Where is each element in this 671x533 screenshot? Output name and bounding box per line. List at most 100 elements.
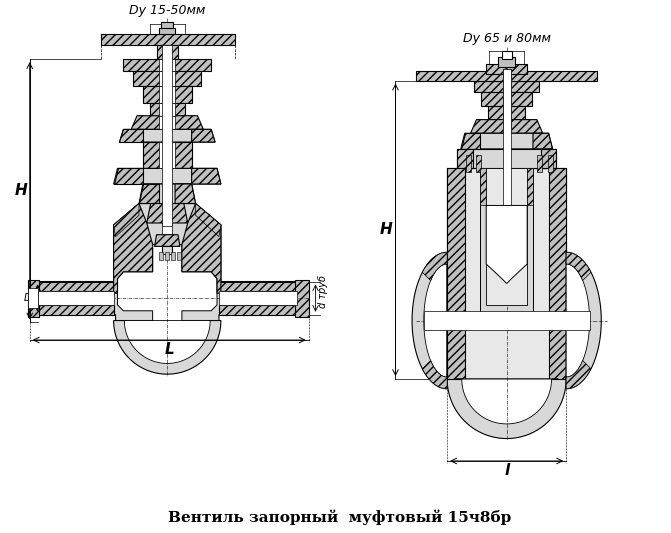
- Polygon shape: [131, 116, 203, 130]
- Polygon shape: [447, 168, 566, 379]
- Polygon shape: [113, 168, 221, 184]
- Polygon shape: [113, 204, 152, 293]
- Polygon shape: [455, 379, 558, 424]
- Polygon shape: [566, 252, 591, 280]
- Bar: [424, 311, 590, 330]
- Bar: [503, 69, 511, 127]
- Polygon shape: [474, 80, 539, 92]
- Text: Вентиль запорный  муфтовый 15ч8бр: Вентиль запорный муфтовый 15ч8бр: [168, 510, 511, 526]
- Polygon shape: [101, 34, 235, 45]
- Text: H: H: [15, 183, 28, 198]
- Bar: [503, 80, 511, 92]
- Polygon shape: [533, 133, 552, 149]
- Bar: [503, 92, 511, 106]
- Polygon shape: [28, 280, 40, 317]
- Polygon shape: [295, 280, 309, 317]
- Bar: [160, 116, 175, 130]
- Bar: [160, 59, 175, 71]
- Bar: [165, 252, 169, 260]
- Bar: [486, 64, 527, 74]
- Text: Dу: Dу: [24, 293, 38, 303]
- Polygon shape: [175, 184, 195, 204]
- Bar: [171, 252, 175, 260]
- Polygon shape: [488, 106, 525, 119]
- Polygon shape: [123, 320, 211, 364]
- Polygon shape: [38, 204, 297, 330]
- Bar: [28, 288, 38, 308]
- Text: H: H: [379, 222, 392, 237]
- Bar: [480, 168, 533, 313]
- Bar: [163, 45, 171, 59]
- Polygon shape: [139, 184, 195, 204]
- Bar: [160, 71, 175, 86]
- Polygon shape: [38, 281, 113, 291]
- Bar: [476, 155, 481, 172]
- Polygon shape: [416, 71, 597, 80]
- Bar: [38, 291, 113, 305]
- Polygon shape: [113, 168, 143, 184]
- Polygon shape: [447, 168, 465, 379]
- Polygon shape: [133, 71, 201, 86]
- Polygon shape: [154, 235, 180, 246]
- Polygon shape: [527, 168, 533, 205]
- Polygon shape: [541, 149, 556, 168]
- Polygon shape: [566, 262, 590, 379]
- Polygon shape: [424, 262, 447, 379]
- Polygon shape: [38, 305, 113, 314]
- Bar: [548, 155, 552, 172]
- Bar: [160, 142, 175, 168]
- Polygon shape: [470, 119, 543, 133]
- Polygon shape: [117, 245, 217, 328]
- Text: l: l: [504, 463, 509, 478]
- Bar: [498, 57, 515, 67]
- Polygon shape: [123, 59, 211, 71]
- Polygon shape: [113, 204, 139, 237]
- Bar: [160, 252, 163, 260]
- Polygon shape: [119, 130, 215, 142]
- Bar: [160, 28, 175, 34]
- Polygon shape: [119, 130, 143, 142]
- Bar: [503, 119, 511, 133]
- Polygon shape: [481, 92, 532, 106]
- Bar: [162, 223, 172, 235]
- Text: Dу 65 и 80мм: Dу 65 и 80мм: [463, 33, 551, 45]
- Bar: [503, 106, 511, 119]
- Polygon shape: [192, 130, 215, 142]
- Polygon shape: [549, 168, 566, 379]
- Bar: [486, 168, 527, 305]
- Bar: [502, 51, 511, 59]
- Polygon shape: [182, 204, 221, 293]
- Polygon shape: [461, 133, 552, 149]
- Polygon shape: [147, 204, 188, 223]
- Polygon shape: [219, 281, 297, 291]
- Polygon shape: [143, 142, 192, 168]
- Bar: [162, 45, 172, 226]
- Polygon shape: [219, 305, 297, 314]
- Bar: [466, 155, 470, 172]
- Polygon shape: [139, 184, 160, 204]
- Polygon shape: [457, 149, 556, 168]
- Bar: [503, 69, 511, 259]
- Polygon shape: [422, 360, 447, 389]
- Polygon shape: [566, 360, 591, 389]
- Polygon shape: [447, 379, 566, 439]
- Polygon shape: [486, 205, 527, 284]
- Polygon shape: [150, 103, 185, 116]
- Bar: [219, 291, 297, 305]
- Bar: [160, 103, 175, 116]
- Bar: [156, 45, 178, 59]
- Polygon shape: [143, 86, 192, 103]
- Polygon shape: [457, 149, 472, 168]
- Polygon shape: [461, 133, 480, 149]
- Polygon shape: [566, 252, 601, 389]
- Text: d труб: d труб: [319, 275, 328, 308]
- Bar: [162, 22, 173, 30]
- Polygon shape: [422, 252, 447, 280]
- Polygon shape: [480, 168, 486, 205]
- Polygon shape: [412, 252, 447, 389]
- Bar: [537, 155, 541, 172]
- Polygon shape: [113, 320, 221, 374]
- Bar: [162, 246, 172, 254]
- Polygon shape: [192, 168, 221, 184]
- Bar: [177, 252, 181, 260]
